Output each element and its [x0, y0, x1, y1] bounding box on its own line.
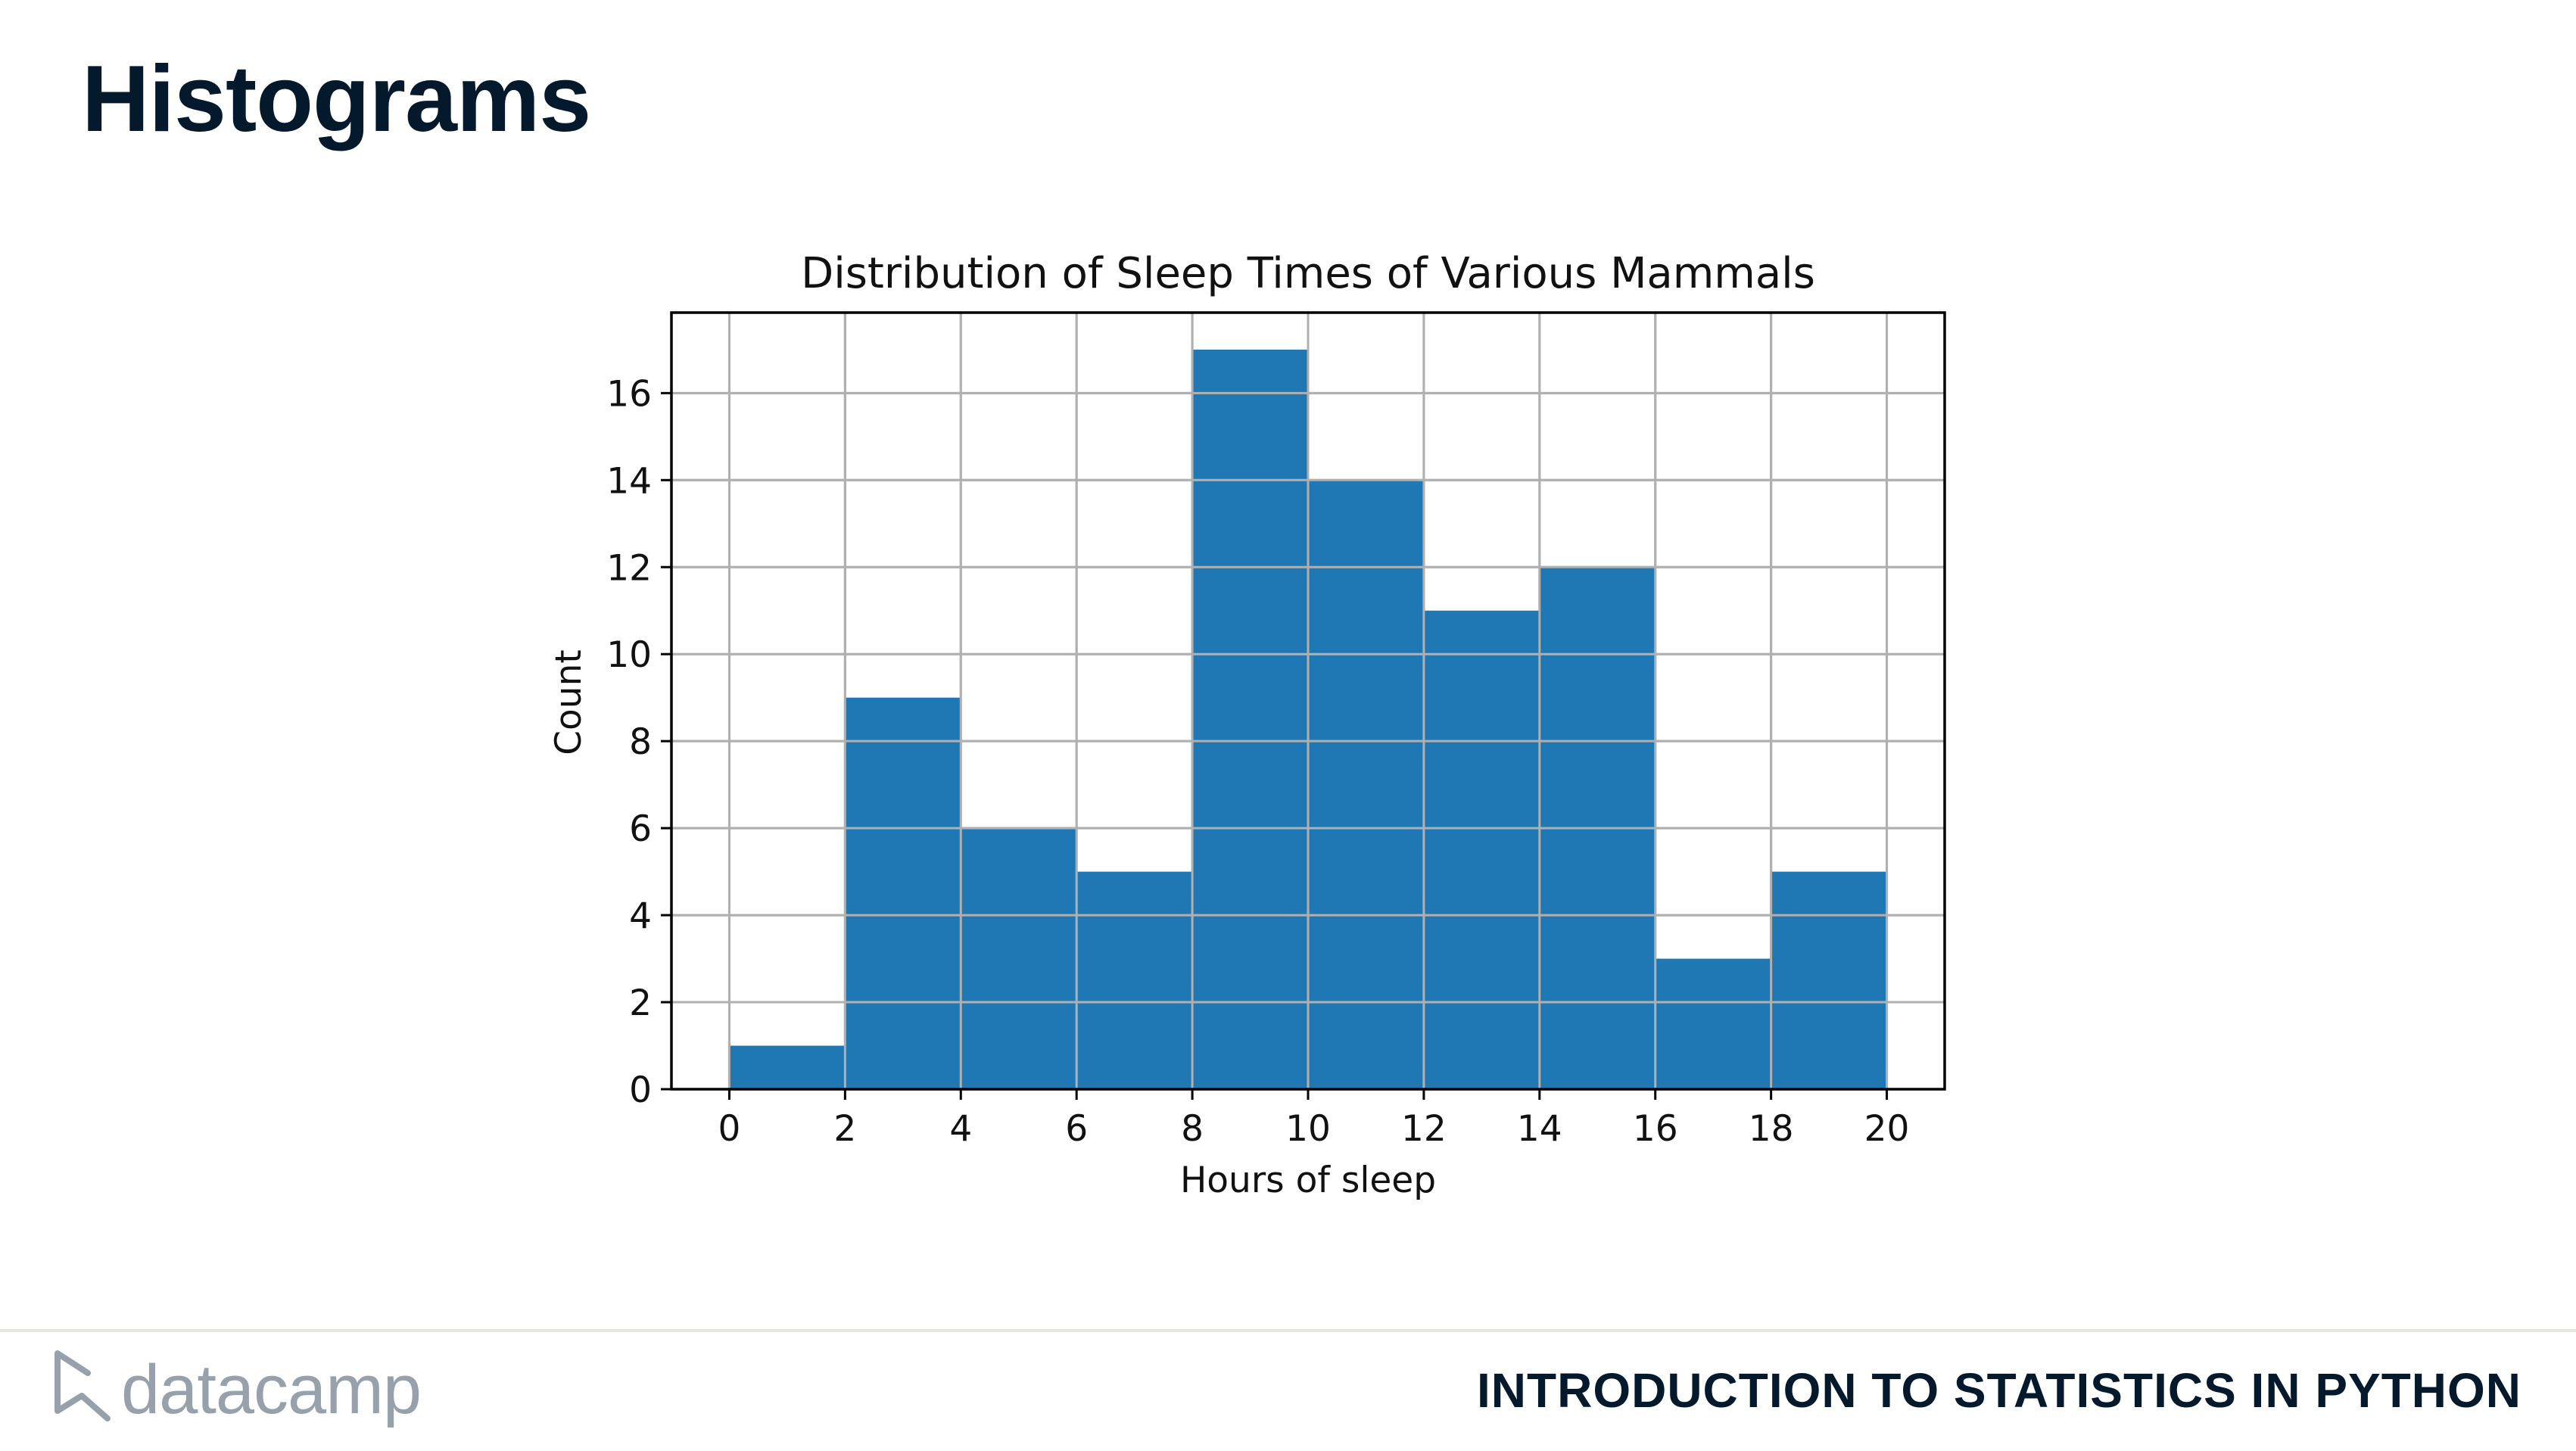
y-axis-label: Count [548, 649, 590, 755]
histogram-bar [1308, 480, 1424, 1089]
y-tick-label: 12 [606, 547, 652, 589]
datacamp-logo-icon [55, 1350, 111, 1421]
x-tick-label: 12 [1401, 1108, 1447, 1150]
course-name: INTRODUCTION TO STATISTICS IN PYTHON [1477, 1363, 2521, 1418]
y-tick-label: 16 [606, 373, 652, 415]
histogram-bar [1771, 871, 1887, 1089]
histogram-bar [1076, 871, 1193, 1089]
x-tick-label: 18 [1749, 1108, 1794, 1150]
y-tick-label: 0 [629, 1070, 652, 1111]
slide-title: Histograms [82, 47, 591, 151]
x-tick-label: 4 [949, 1108, 972, 1150]
x-tick-label: 20 [1864, 1108, 1910, 1150]
histogram-bar [961, 828, 1077, 1089]
y-tick-label: 4 [629, 895, 652, 937]
x-tick-label: 0 [718, 1108, 741, 1150]
x-tick-label: 10 [1285, 1108, 1331, 1150]
footer-brand: datacamp [121, 1351, 422, 1428]
x-tick-label: 8 [1181, 1108, 1204, 1150]
y-tick-label: 14 [606, 460, 652, 502]
histogram-bar [1192, 349, 1308, 1089]
x-tick-label: 16 [1633, 1108, 1678, 1150]
histogram-bar [729, 1045, 846, 1089]
x-tick-label: 6 [1065, 1108, 1088, 1150]
x-tick-label: 14 [1517, 1108, 1562, 1150]
histogram-bars [671, 313, 1945, 1091]
histogram-bar [845, 697, 961, 1089]
chart-title: Distribution of Sleep Times of Various M… [801, 249, 1815, 298]
footer-divider [0, 1329, 2576, 1332]
histogram-bar [1423, 610, 1540, 1089]
axes: 0 2 4 6 8 10 12 14 16 18 20 0 2 4 6 8 10 12 14 16 [606, 311, 1946, 1150]
histogram-bar [1655, 958, 1771, 1089]
x-tick-label: 2 [833, 1108, 856, 1150]
y-tick-label: 10 [606, 634, 652, 676]
x-axis-label: Hours of sleep [1180, 1160, 1436, 1201]
y-tick-label: 2 [629, 982, 652, 1024]
y-tick-label: 8 [629, 721, 652, 763]
y-tick-label: 6 [629, 808, 652, 850]
